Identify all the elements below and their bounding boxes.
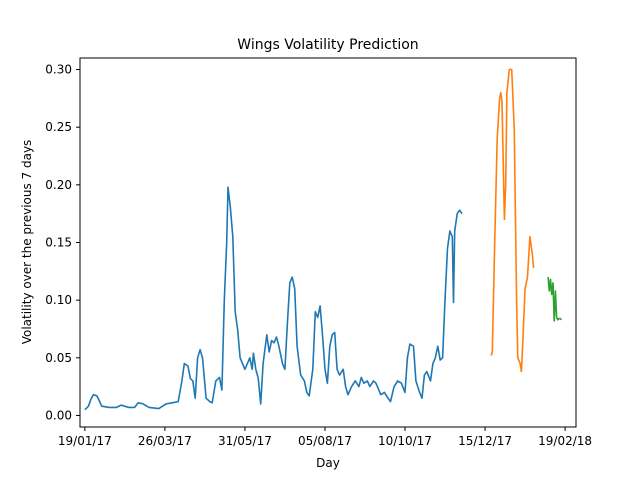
- y-tick-label: 0.05: [45, 351, 72, 365]
- y-tick-label: 0.15: [45, 236, 72, 250]
- y-axis-label: Volatility over the previous 7 days: [20, 140, 34, 345]
- series-line-1: [84, 186, 463, 411]
- x-axis-label: Day: [316, 456, 340, 470]
- chart-title: Wings Volatility Prediction: [237, 37, 418, 53]
- y-tick-label: 0.25: [45, 120, 72, 134]
- x-tick-label: 15/12/17: [458, 434, 512, 448]
- y-axis: 0.00 0.05 0.10 0.15 0.20 0.25 0.30: [45, 63, 80, 422]
- y-tick-label: 0.10: [45, 293, 72, 307]
- x-tick-label: 19/02/18: [538, 434, 592, 448]
- y-tick-label: 0.20: [45, 178, 72, 192]
- x-tick-label: 26/03/17: [138, 434, 192, 448]
- series-line-2: [490, 68, 535, 373]
- x-tick-label: 05/08/17: [298, 434, 352, 448]
- y-tick-label: 0.00: [45, 408, 72, 422]
- x-tick-label: 31/05/17: [218, 434, 272, 448]
- series-line-3: [547, 277, 562, 322]
- x-tick-label: 19/01/17: [58, 434, 112, 448]
- series-layer: [84, 68, 562, 411]
- x-tick-label: 10/10/17: [378, 434, 432, 448]
- y-tick-label: 0.30: [45, 63, 72, 77]
- x-axis: 19/01/17 26/03/17 31/05/17 05/08/17 10/10/17…: [58, 427, 592, 448]
